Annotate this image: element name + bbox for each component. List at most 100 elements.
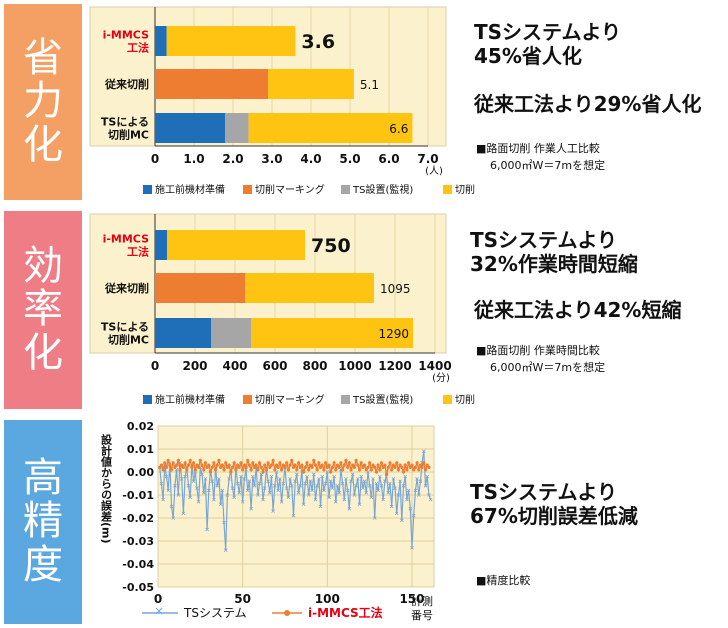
data-point bbox=[290, 458, 294, 463]
data-point bbox=[313, 463, 318, 467]
data-point bbox=[408, 507, 413, 511]
data-point bbox=[183, 474, 187, 479]
data-point bbox=[268, 465, 272, 469]
data-point bbox=[239, 461, 243, 465]
data-point bbox=[161, 468, 165, 472]
bar-segment bbox=[155, 26, 167, 56]
data-point bbox=[247, 463, 252, 467]
category-label: TSによる bbox=[101, 116, 149, 129]
data-point bbox=[280, 468, 284, 472]
data-point bbox=[349, 479, 353, 483]
category-label: 切削MC bbox=[108, 128, 149, 142]
data-point bbox=[237, 465, 241, 469]
data-point bbox=[198, 458, 202, 463]
data-point bbox=[200, 472, 204, 477]
data-point bbox=[257, 461, 262, 465]
x-tick-label: 1400 bbox=[418, 359, 451, 373]
x-tick-label: 50 bbox=[234, 592, 251, 606]
band-char: 度 bbox=[23, 541, 63, 588]
legend-marker bbox=[155, 607, 163, 615]
data-point bbox=[386, 490, 391, 495]
bar-segment bbox=[167, 230, 305, 260]
data-point bbox=[158, 465, 162, 469]
data-point bbox=[356, 477, 360, 481]
data-point bbox=[391, 463, 395, 467]
data-point bbox=[344, 458, 348, 463]
data-point bbox=[286, 468, 290, 472]
data-point bbox=[354, 484, 358, 488]
data-point bbox=[186, 484, 191, 488]
data-point bbox=[388, 481, 392, 486]
bar-segment bbox=[155, 230, 167, 260]
data-point bbox=[308, 479, 313, 483]
legend-swatch bbox=[143, 395, 152, 404]
accuracy-note: ■精度比較 bbox=[476, 572, 530, 589]
data-point bbox=[161, 497, 165, 502]
data-point bbox=[413, 488, 418, 493]
data-point bbox=[164, 474, 169, 479]
data-point bbox=[200, 463, 204, 467]
data-point bbox=[425, 474, 430, 479]
data-point bbox=[229, 470, 233, 474]
data-point bbox=[261, 470, 265, 474]
data-point bbox=[403, 474, 407, 479]
x-unit-label: (分) bbox=[432, 372, 450, 384]
data-point bbox=[342, 463, 346, 467]
data-point bbox=[278, 461, 282, 465]
data-point bbox=[207, 463, 211, 467]
data-point bbox=[244, 467, 248, 472]
x-axis-label: 番号 bbox=[411, 609, 433, 622]
x-axis-label: 計測 bbox=[411, 594, 433, 608]
data-point bbox=[362, 479, 367, 483]
data-point bbox=[181, 465, 185, 469]
data-point bbox=[212, 461, 216, 465]
data-point bbox=[335, 484, 340, 488]
data-point bbox=[344, 477, 348, 481]
data-point bbox=[410, 463, 414, 467]
data-point bbox=[410, 546, 414, 550]
data-point bbox=[357, 468, 362, 472]
data-point bbox=[411, 513, 416, 518]
data-point bbox=[342, 497, 347, 502]
data-point bbox=[293, 463, 297, 467]
data-point bbox=[188, 458, 192, 463]
data-point bbox=[240, 500, 245, 504]
data-point bbox=[415, 461, 419, 465]
data-point bbox=[306, 493, 311, 497]
labor-note: ■路面切削 作業人工比較 6,000㎡W＝7mを想定 bbox=[476, 140, 605, 174]
data-point bbox=[356, 463, 360, 467]
data-point bbox=[364, 468, 368, 472]
data-point bbox=[230, 465, 235, 469]
data-point bbox=[330, 486, 335, 490]
legend-label: TS設置(監視) bbox=[352, 183, 413, 196]
legend-swatch bbox=[341, 395, 350, 404]
data-point bbox=[273, 468, 277, 472]
data-point bbox=[273, 484, 277, 488]
data-point bbox=[369, 468, 373, 472]
data-point bbox=[259, 465, 263, 469]
x-tick-label: 0 bbox=[154, 592, 162, 606]
data-point bbox=[169, 504, 174, 509]
legend-label: TSシステム bbox=[183, 606, 247, 620]
data-point bbox=[396, 468, 401, 472]
x-tick-label: 6.0 bbox=[378, 152, 399, 166]
data-point bbox=[159, 481, 164, 486]
data-point bbox=[276, 465, 280, 469]
data-point bbox=[169, 468, 174, 472]
data-point bbox=[371, 463, 375, 467]
data-point bbox=[311, 472, 316, 477]
y-tick-label: 0.01 bbox=[127, 443, 154, 456]
band-accuracy: 高 精 度 bbox=[4, 420, 82, 624]
bar-segment bbox=[245, 273, 374, 303]
y-tick-label: -0.04 bbox=[122, 558, 154, 571]
data-point bbox=[281, 463, 285, 467]
data-point bbox=[181, 511, 186, 516]
data-point bbox=[412, 468, 416, 472]
data-point bbox=[308, 463, 312, 467]
data-point bbox=[378, 468, 382, 472]
data-point bbox=[239, 474, 243, 479]
data-point bbox=[376, 488, 380, 493]
data-point bbox=[293, 479, 297, 483]
category-label: 従来切削 bbox=[104, 77, 149, 91]
data-point bbox=[420, 465, 424, 469]
